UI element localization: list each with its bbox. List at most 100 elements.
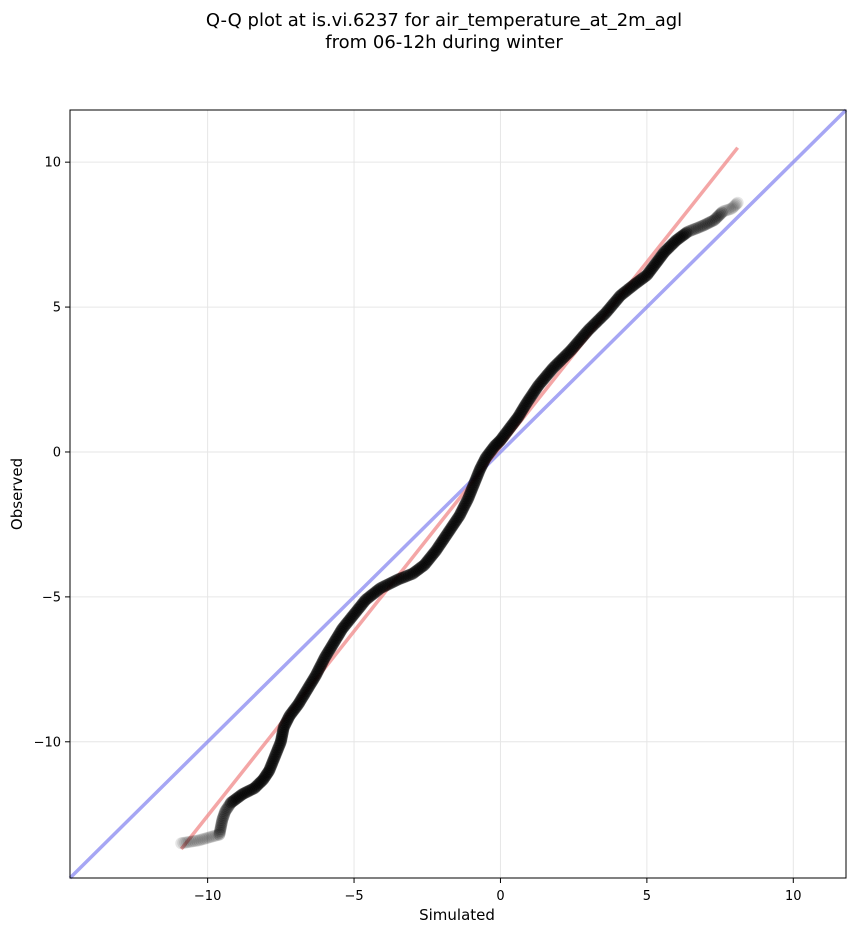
quantile-point: [433, 539, 446, 552]
quantile-point: [344, 612, 357, 625]
quantile-point: [318, 651, 331, 664]
quantile-point: [338, 619, 351, 632]
quantile-point: [701, 217, 714, 230]
quantile-point: [304, 678, 317, 691]
quantile-point: [409, 565, 422, 578]
quantile-point: [207, 830, 220, 843]
quantile-point: [541, 369, 554, 382]
quantile-point: [227, 794, 240, 807]
x-tick-label: 5: [643, 889, 651, 904]
quantile-point: [674, 231, 687, 244]
quantile-point: [650, 256, 663, 269]
quantile-point: [413, 562, 426, 575]
quantile-point: [278, 719, 291, 732]
quantile-point: [329, 634, 342, 647]
quantile-point: [618, 286, 631, 299]
quantile-point: [215, 817, 228, 830]
quantile-point: [381, 578, 394, 591]
quantile-point: [604, 301, 617, 314]
quantile-point: [301, 683, 314, 696]
quantile-point: [595, 310, 608, 323]
quantile-point: [371, 584, 384, 597]
quantile-point: [310, 667, 323, 680]
quantile-point: [629, 277, 642, 290]
quantile-point: [641, 267, 654, 280]
quantile-point: [302, 682, 315, 695]
quantile-point: [279, 717, 292, 730]
quantile-point: [335, 624, 348, 637]
quantile-point: [696, 219, 709, 232]
quantile-point: [219, 805, 232, 818]
quantile-point: [658, 246, 671, 259]
quantile-point: [322, 645, 335, 658]
quantile-point: [288, 703, 301, 716]
quantile-point: [202, 831, 215, 844]
quantile-point: [271, 743, 284, 756]
quantile-point: [355, 599, 368, 612]
quantile-point: [478, 455, 491, 468]
quantile-point: [513, 409, 526, 422]
quantile-point: [250, 779, 263, 792]
quantile-point: [722, 203, 735, 216]
quantile-point: [568, 340, 581, 353]
quantile-point: [563, 345, 576, 358]
quantile-point: [194, 833, 207, 846]
quantile-point: [559, 349, 572, 362]
quantile-point: [256, 774, 269, 787]
quantile-point: [309, 670, 322, 683]
quantile-point: [522, 393, 535, 406]
quantile-point: [306, 675, 319, 688]
quantile-point: [469, 474, 482, 487]
quantile-point: [651, 254, 664, 267]
quantile-point: [574, 332, 587, 345]
quantile-point: [326, 638, 339, 651]
quantile-point: [218, 807, 231, 820]
quantile-point: [350, 605, 363, 618]
quantile-point: [706, 214, 719, 227]
quantile-point: [359, 593, 372, 606]
quantile-point: [309, 669, 322, 682]
quantile-point: [415, 561, 428, 574]
quantile-point: [562, 347, 575, 360]
quantile-point: [230, 792, 243, 805]
quantile-point: [402, 569, 415, 582]
quantile-point: [577, 330, 590, 343]
quantile-point: [691, 222, 704, 235]
quantile-point: [289, 702, 302, 715]
quantile-point: [569, 338, 582, 351]
quantile-point: [246, 782, 259, 795]
quantile-point: [598, 308, 611, 321]
quantile-point: [353, 601, 366, 614]
quantile-point: [196, 833, 209, 846]
quantile-point: [518, 399, 531, 412]
quantile-point: [263, 764, 276, 777]
quantile-point: [220, 803, 233, 816]
quantile-point: [461, 494, 474, 507]
quantile-point: [517, 401, 530, 414]
quantile-point: [657, 247, 670, 260]
quantile-point: [462, 492, 475, 505]
quantile-point: [411, 564, 424, 577]
fit-line: [179, 146, 740, 851]
quantile-point: [687, 223, 700, 236]
quantile-point: [266, 755, 279, 768]
quantile-point: [683, 224, 696, 237]
quantile-point: [459, 497, 472, 510]
quantile-point: [565, 343, 578, 356]
quantile-point: [177, 836, 190, 849]
quantile-point: [636, 272, 649, 285]
quantile-point: [337, 621, 350, 634]
quantile-point: [285, 706, 298, 719]
quantile-point: [277, 724, 290, 737]
quantile-point: [649, 257, 662, 270]
quantile-point: [572, 335, 585, 348]
quantile-point: [543, 366, 556, 379]
quantile-point: [640, 269, 653, 282]
quantile-point: [217, 810, 230, 823]
quantile-point: [728, 200, 741, 213]
quantile-point: [557, 351, 570, 364]
quantile-point: [630, 276, 643, 289]
quantile-point: [416, 560, 429, 573]
x-tick-label: 0: [496, 889, 504, 904]
quantile-point: [351, 603, 364, 616]
